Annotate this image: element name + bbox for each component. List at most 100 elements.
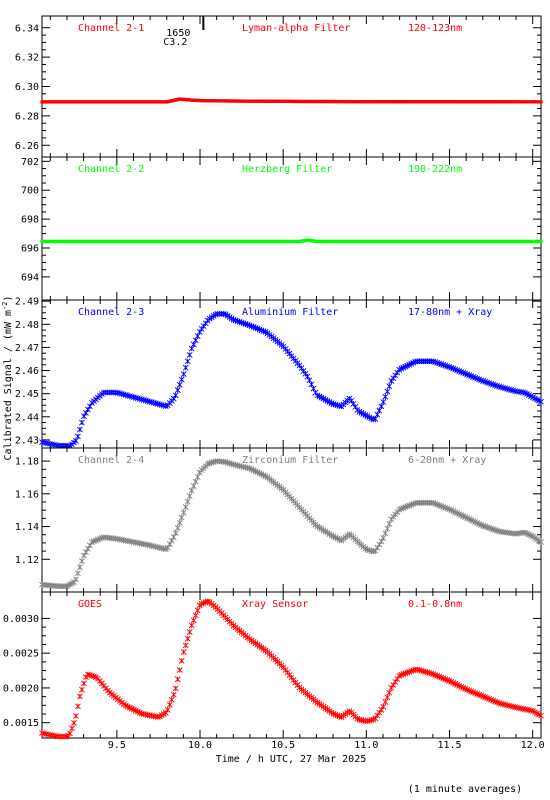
data-point (180, 649, 187, 655)
x-tick-label: 9.5 (108, 740, 126, 751)
panel-filter-label: Aluminium Filter (242, 307, 338, 318)
y-tick-label: 6.34 (15, 23, 39, 34)
series-points (39, 458, 544, 590)
data-point (386, 383, 393, 390)
y-tick-label: 2.46 (15, 366, 39, 377)
data-point (539, 239, 543, 244)
y-tick-label: 0.0025 (3, 649, 39, 660)
data-point (382, 530, 389, 537)
data-point (176, 667, 183, 673)
data-point (170, 691, 177, 698)
data-point (188, 622, 195, 629)
data-point (384, 694, 391, 701)
data-point (77, 564, 83, 571)
panel-4: 1.12 1.14 1.16 1.18 Channel 2-4 Zirconium Fil… (15, 447, 544, 593)
data-point (75, 570, 81, 577)
y-tick-label: 696 (21, 244, 39, 255)
data-point (174, 387, 181, 394)
panel-3: 2.43 2.44 2.45 2.46 2.47 2.48 2.49 Channel 2-3 A… (15, 297, 544, 449)
x-tick-label: 10.0 (188, 740, 212, 751)
x-tick-label: 12.0 (521, 740, 545, 751)
data-point (182, 642, 189, 649)
y-tick-label: 2.47 (15, 343, 39, 354)
y-tick-label: 702 (21, 157, 39, 168)
data-point (79, 558, 85, 564)
data-point (172, 392, 179, 399)
data-point (172, 685, 179, 692)
data-point (67, 730, 73, 737)
panel-filter-label: Xray Sensor (242, 599, 308, 610)
y-axis-label-close: ) (3, 296, 14, 302)
panel-channel-label: Channel 2-3 (78, 307, 144, 318)
flare-marker: 1650 C3.2 (163, 16, 205, 48)
data-point (178, 514, 185, 521)
y-tick-label: 6.32 (15, 53, 39, 64)
panel-5: 0.0015 0.0020 0.0025 0.0030 GOES Xray Sensor 0… (3, 591, 544, 740)
panel-band-label: 17-80nm + Xray (408, 307, 492, 318)
panel-filter-label: Zirconium Filter (242, 455, 338, 466)
data-point (186, 629, 193, 635)
panel-channel-label: Channel 2-1 (78, 23, 144, 34)
x-axis-label: Time / h UTC, 27 Mar 2025 (216, 754, 367, 765)
panel-channel-label: GOES (78, 599, 102, 610)
data-point (77, 426, 83, 433)
panel-channel-label: Channel 2-2 (78, 164, 144, 175)
data-point (186, 352, 193, 358)
data-point (192, 612, 199, 619)
data-point (180, 371, 187, 378)
panel-1: 6.26 6.28 6.30 6.32 6.34 Channel 2-1 Lyman-alp… (15, 15, 543, 158)
data-point (184, 498, 191, 505)
data-point (182, 364, 189, 371)
y-tick-label: 698 (21, 215, 39, 226)
panel-band-label: 6-20nm + Xray (408, 455, 486, 466)
data-point (538, 398, 544, 405)
y-tick-label: 0.0020 (3, 683, 39, 694)
data-point (192, 478, 199, 485)
data-point (538, 539, 544, 546)
data-point (71, 720, 77, 726)
panel-frame (41, 591, 542, 739)
data-point (172, 530, 179, 536)
data-point (166, 701, 173, 708)
y-axis-label-sup: -2 (1, 302, 9, 310)
data-point (384, 525, 391, 532)
y-tick-label: 6.30 (15, 82, 39, 93)
data-point (184, 358, 191, 365)
x-tick-labels: 9.5 10.0 10.5 11.0 11.5 12.0 (108, 740, 545, 751)
series-points (39, 598, 544, 740)
data-point (194, 474, 201, 480)
data-point (79, 419, 85, 426)
y-tick-label: 2.48 (15, 320, 39, 331)
y-tick-label: 1.16 (15, 489, 39, 500)
data-point (69, 725, 75, 732)
y-tick-label: 694 (21, 272, 39, 283)
data-point (380, 535, 387, 541)
y-tick-label: 0.0015 (3, 718, 39, 729)
data-point (386, 689, 393, 696)
panel-2: 694 696 698 700 702 Channel 2-2 Herzberg Filte… (21, 156, 543, 301)
panel-band-label: 190-222nm (408, 164, 462, 175)
panel-frame (41, 156, 542, 301)
data-point (176, 381, 183, 388)
y-tick-label: 700 (21, 186, 39, 197)
data-point (176, 519, 183, 526)
data-point (168, 696, 175, 703)
data-point (188, 487, 195, 494)
data-point (164, 706, 171, 713)
y-tick-label: 2.45 (15, 389, 39, 400)
data-point (174, 525, 181, 531)
y-tick-label: 1.18 (15, 457, 39, 468)
panels: 6.26 6.28 6.30 6.32 6.34 Channel 2-1 Lyman-alp… (3, 15, 544, 740)
flare-class-label: 1650 (166, 28, 190, 39)
data-point (79, 686, 85, 693)
data-point (80, 680, 87, 687)
y-tick-label: 6.26 (15, 141, 39, 152)
data-point (182, 504, 189, 510)
y-axis-label: Calibrated Signal / (mW m-2) (1, 296, 14, 461)
y-tick-label: 1.14 (15, 522, 39, 533)
x-tick-label: 11.0 (354, 740, 378, 751)
y-tick-label: 6.28 (15, 111, 39, 122)
data-point (538, 712, 544, 719)
panel-frame (41, 447, 542, 593)
y-tick-label: 1.12 (15, 555, 39, 566)
